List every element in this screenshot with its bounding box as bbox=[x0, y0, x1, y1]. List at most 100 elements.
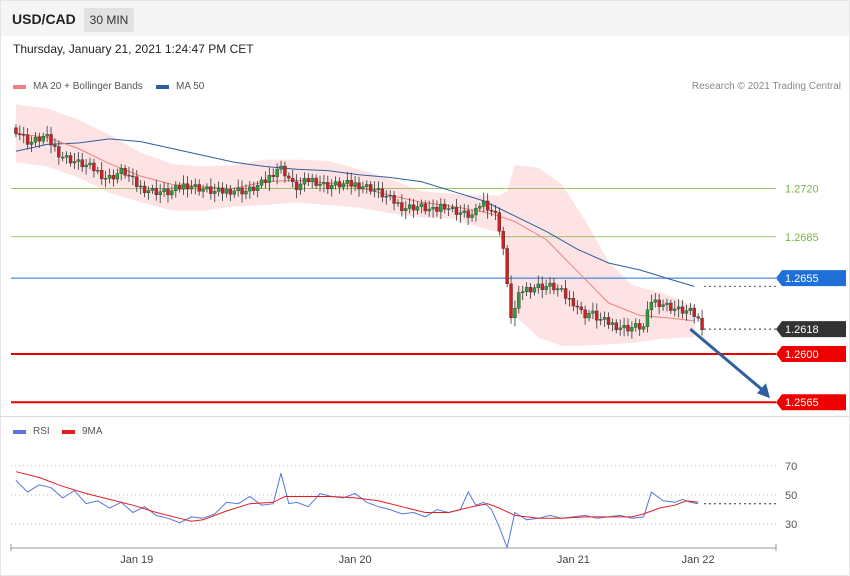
candle-body bbox=[591, 310, 595, 314]
legend-label: 9MA bbox=[82, 426, 103, 437]
rsi-series-RSI bbox=[15, 472, 699, 550]
candle-body bbox=[209, 186, 213, 194]
candle-body bbox=[517, 292, 521, 309]
candle-body bbox=[474, 207, 478, 216]
timeframe-button[interactable]: 30 MIN bbox=[84, 8, 134, 32]
candle-body bbox=[688, 307, 693, 311]
candle-body bbox=[548, 282, 552, 287]
candle-body bbox=[676, 306, 681, 310]
candle-body bbox=[314, 177, 318, 186]
candle-body bbox=[423, 203, 427, 212]
candle-body bbox=[411, 204, 416, 211]
candle-body bbox=[205, 186, 209, 190]
legend-ma50: MA 50 bbox=[156, 81, 204, 92]
candle-body bbox=[361, 186, 365, 190]
legend-label: MA 20 + Bollinger Bands bbox=[33, 81, 143, 92]
candle-body bbox=[579, 306, 583, 310]
candle-body bbox=[692, 307, 696, 317]
legend-rsi-ma: 9MA bbox=[62, 426, 103, 437]
candle-body bbox=[696, 316, 700, 319]
legend-swatch bbox=[13, 84, 26, 89]
candle-body bbox=[622, 325, 626, 329]
candle-body bbox=[661, 304, 665, 307]
price-label-1.2655: 1.2655 bbox=[785, 273, 819, 285]
rsi-tick-50: 50 bbox=[785, 490, 797, 502]
candle-body bbox=[298, 183, 303, 190]
candle-body bbox=[115, 173, 120, 180]
candle-body bbox=[76, 159, 81, 162]
candle-body bbox=[306, 178, 311, 182]
ma50-line bbox=[15, 138, 695, 287]
candle-body bbox=[263, 179, 268, 183]
candle-body bbox=[174, 185, 178, 191]
candle-body bbox=[630, 327, 634, 332]
credit-text: Research © 2021 Trading Central bbox=[691, 81, 841, 92]
candle-body bbox=[400, 202, 404, 211]
candle-body bbox=[138, 185, 143, 188]
candle-body bbox=[598, 319, 603, 321]
candle-body bbox=[404, 208, 408, 211]
symbol-title: USD/CAD bbox=[12, 11, 76, 27]
candle-body bbox=[509, 283, 513, 319]
candle-body bbox=[365, 184, 369, 187]
candle-body bbox=[216, 187, 221, 192]
candle-body bbox=[376, 188, 381, 191]
candle-body bbox=[72, 161, 77, 164]
candle-body bbox=[462, 210, 466, 213]
candle-body bbox=[466, 210, 470, 218]
candle-body bbox=[575, 305, 580, 308]
candle-body bbox=[427, 208, 431, 212]
candle-body bbox=[291, 177, 295, 182]
candle-body bbox=[45, 134, 49, 137]
candle-body bbox=[330, 185, 334, 190]
candle-body bbox=[103, 178, 108, 180]
candle-body bbox=[236, 187, 240, 192]
candle-body bbox=[657, 299, 661, 307]
candle-body bbox=[135, 176, 139, 187]
candle-body bbox=[252, 186, 256, 191]
pane-divider bbox=[0, 416, 850, 417]
candle-body bbox=[318, 183, 322, 186]
candle-body bbox=[435, 206, 439, 212]
candle-body bbox=[700, 317, 704, 331]
candle-body bbox=[446, 208, 451, 210]
candle-body bbox=[166, 188, 170, 196]
forecast-arrow bbox=[689, 327, 765, 393]
candle-body bbox=[595, 310, 599, 321]
legend-ma20: MA 20 + Bollinger Bands bbox=[13, 81, 143, 92]
candle-body bbox=[181, 183, 186, 190]
candle-body bbox=[563, 288, 568, 299]
candle-body bbox=[349, 180, 353, 187]
candle-body bbox=[353, 182, 357, 187]
candle-body bbox=[341, 183, 346, 188]
candle-body bbox=[100, 170, 104, 180]
candle-body bbox=[513, 308, 517, 319]
candle-body bbox=[641, 326, 646, 330]
price-tag-1.2618 bbox=[776, 321, 846, 338]
candle-body bbox=[419, 203, 424, 207]
candle-body bbox=[470, 214, 474, 218]
x-tick-label: Jan 21 bbox=[557, 554, 590, 566]
candle-body bbox=[111, 175, 116, 180]
candle-body bbox=[665, 302, 669, 305]
candle-body bbox=[310, 177, 314, 182]
candle-body bbox=[193, 184, 197, 187]
candle-body bbox=[669, 302, 673, 311]
candle-body bbox=[552, 282, 556, 291]
candle-body bbox=[33, 136, 38, 143]
candle-body bbox=[505, 248, 509, 284]
candle-body bbox=[259, 179, 264, 186]
legend-swatch bbox=[62, 429, 75, 434]
legend-swatch bbox=[156, 84, 169, 89]
candle-body bbox=[458, 212, 463, 215]
legend-label: MA 50 bbox=[176, 81, 205, 92]
candle-body bbox=[154, 188, 158, 195]
candle-body bbox=[14, 127, 18, 135]
candle-body bbox=[524, 287, 529, 292]
candle-body bbox=[392, 195, 396, 204]
x-tick-label: Jan 19 bbox=[120, 554, 153, 566]
candle-body bbox=[80, 159, 84, 168]
candle-body bbox=[614, 322, 618, 331]
rsi-tick-70: 70 bbox=[785, 461, 797, 473]
